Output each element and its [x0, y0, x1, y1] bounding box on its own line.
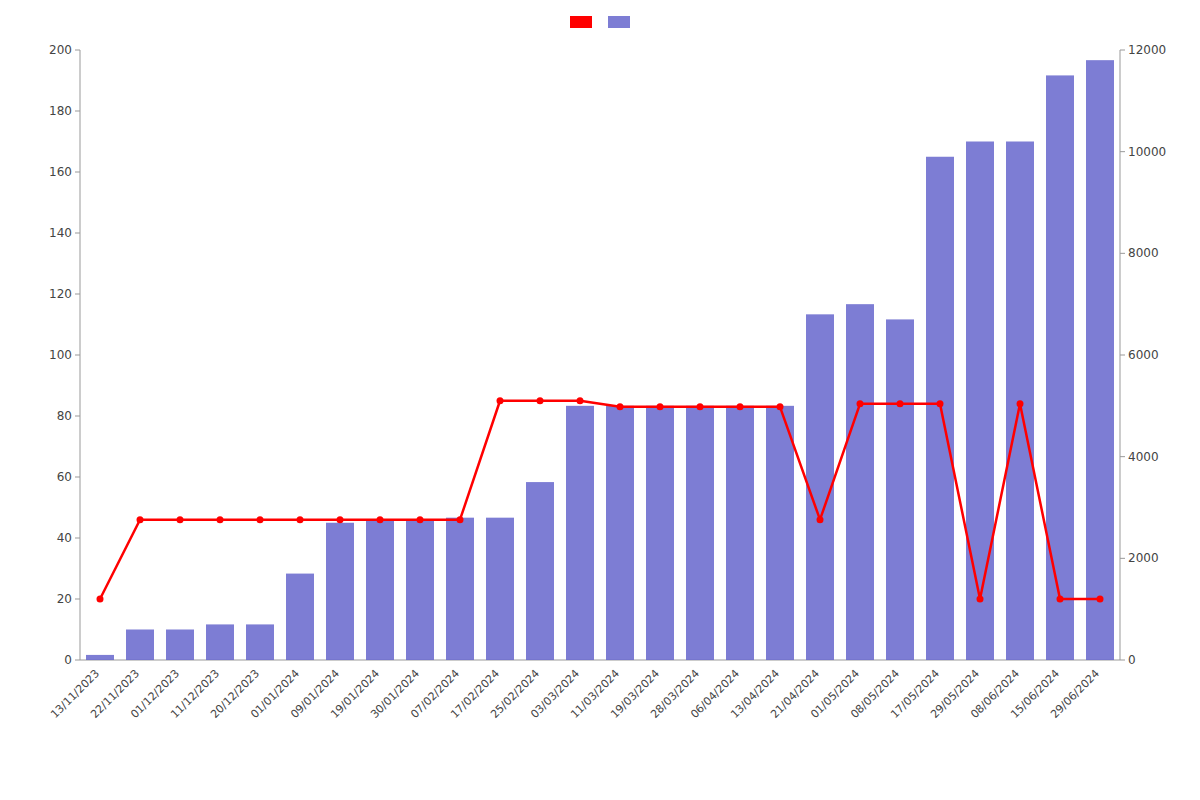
line-marker [737, 403, 744, 410]
y2-tick [1120, 50, 1125, 51]
bar [126, 630, 154, 661]
chart: 0204060801001201401601802000200040006000… [0, 0, 1200, 800]
y-tick-label: 80 [57, 409, 72, 423]
bar [1086, 60, 1114, 660]
line-marker [297, 516, 304, 523]
x-tick-label: 29/06/2024 [1048, 667, 1102, 721]
y-tick [75, 294, 80, 295]
bar [606, 406, 634, 660]
bar [366, 520, 394, 660]
plot-area [86, 60, 1114, 660]
y2-tick-label: 0 [1128, 653, 1136, 667]
bar [686, 406, 714, 660]
y-tick [75, 233, 80, 234]
y2-tick [1120, 558, 1125, 559]
bar [486, 518, 514, 660]
y-tick-label: 100 [49, 348, 72, 362]
line-marker [657, 403, 664, 410]
line [100, 401, 1100, 599]
bar [726, 406, 754, 660]
y-tick-label: 160 [49, 165, 72, 179]
line-marker [97, 596, 104, 603]
bar [86, 655, 114, 660]
y-tick [75, 172, 80, 173]
y-tick-label: 20 [57, 592, 72, 606]
y-tick-label: 40 [57, 531, 72, 545]
line-marker [1017, 400, 1024, 407]
line-marker [817, 516, 824, 523]
y-tick [75, 660, 80, 661]
bar [526, 482, 554, 660]
y-tick-label: 180 [49, 104, 72, 118]
bar [246, 624, 274, 660]
bar [1006, 142, 1034, 661]
y2-tick-label: 8000 [1128, 246, 1159, 260]
line-marker [977, 596, 984, 603]
bar [766, 406, 794, 660]
line-marker [257, 516, 264, 523]
bar [286, 574, 314, 660]
legend-swatch [608, 16, 630, 28]
bar [166, 630, 194, 661]
y2-tick [1120, 456, 1125, 457]
y-tick-label: 200 [49, 43, 72, 57]
bar [206, 624, 234, 660]
y2-tick-label: 10000 [1128, 145, 1166, 159]
y-tick-label: 0 [64, 653, 72, 667]
line-marker [1057, 596, 1064, 603]
y2-tick [1120, 253, 1125, 254]
y2-tick-label: 4000 [1128, 450, 1159, 464]
y-tick [75, 111, 80, 112]
y-tick [75, 355, 80, 356]
line-marker [937, 400, 944, 407]
line-marker [417, 516, 424, 523]
y2-tick-label: 6000 [1128, 348, 1159, 362]
y-tick [75, 538, 80, 539]
bar [886, 319, 914, 660]
y-tick [75, 416, 80, 417]
y2-tick-label: 2000 [1128, 551, 1159, 565]
y2-tick-label: 12000 [1128, 43, 1166, 57]
line-marker [537, 397, 544, 404]
y2-tick [1120, 355, 1125, 356]
line-marker [337, 516, 344, 523]
bar [966, 142, 994, 661]
line-marker [897, 400, 904, 407]
y2-tick [1120, 151, 1125, 152]
line-marker [177, 516, 184, 523]
y-tick [75, 50, 80, 51]
line-marker [857, 400, 864, 407]
bar [806, 314, 834, 660]
y-tick-label: 60 [57, 470, 72, 484]
line-marker [377, 516, 384, 523]
y-tick-label: 140 [49, 226, 72, 240]
line-marker [577, 397, 584, 404]
bar [446, 518, 474, 660]
y-tick [75, 477, 80, 478]
bar [646, 406, 674, 660]
line-marker [777, 403, 784, 410]
x-axis-line [80, 660, 1120, 661]
line-marker [617, 403, 624, 410]
y2-tick [1120, 660, 1125, 661]
line-marker [137, 516, 144, 523]
line-marker [217, 516, 224, 523]
bar [326, 523, 354, 660]
y-tick [75, 599, 80, 600]
line-marker [1097, 596, 1104, 603]
bar [406, 520, 434, 660]
line-marker [697, 403, 704, 410]
line-marker [457, 516, 464, 523]
bar [1046, 75, 1074, 660]
line-marker [497, 397, 504, 404]
legend-swatch [570, 16, 592, 28]
y-tick-label: 120 [49, 287, 72, 301]
bar [846, 304, 874, 660]
bar [566, 406, 594, 660]
